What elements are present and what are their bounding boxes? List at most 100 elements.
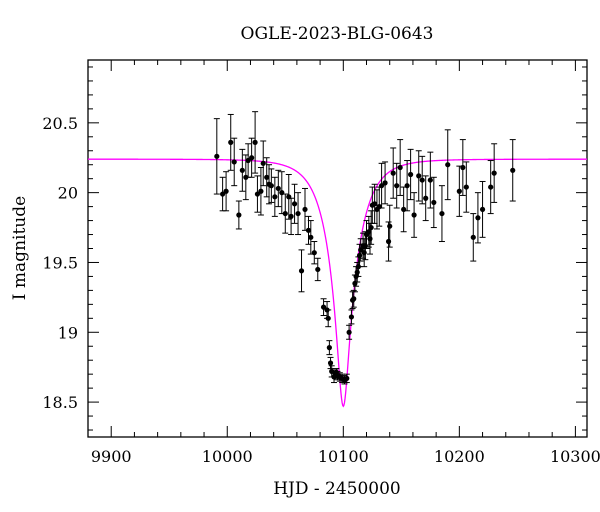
- data-marker: [220, 191, 226, 197]
- data-marker: [408, 171, 414, 178]
- data-marker: [327, 360, 334, 366]
- data-marker: [252, 139, 258, 145]
- data-point: [422, 175, 429, 222]
- data-point: [419, 155, 426, 205]
- data-marker: [368, 224, 374, 231]
- data-point: [479, 180, 486, 238]
- model-curve: [88, 158, 587, 408]
- data-marker: [291, 201, 298, 207]
- axis-tick-labels: 9900 10000 10100 10200 10300 18.5 19 19.5 20 20.5: [42, 114, 600, 466]
- data-point: [386, 204, 393, 248]
- y-tick-label: 19: [58, 323, 78, 342]
- y-tick-label: 19.5: [42, 253, 78, 272]
- data-point: [282, 193, 289, 234]
- data-point: [382, 161, 389, 205]
- data-marker: [456, 188, 462, 194]
- data-point: [390, 147, 397, 199]
- data-marker: [416, 173, 422, 179]
- data-point: [219, 176, 226, 212]
- data-marker: [236, 212, 242, 218]
- data-point: [266, 164, 273, 205]
- data-point: [213, 118, 220, 195]
- data-point: [298, 249, 305, 293]
- data-marker: [427, 177, 433, 183]
- data-point: [248, 137, 255, 178]
- data-marker: [404, 183, 410, 189]
- data-point: [368, 210, 375, 245]
- data-point: [456, 165, 463, 217]
- data-marker: [394, 183, 400, 189]
- data-marker: [346, 329, 352, 335]
- data-marker: [385, 238, 392, 245]
- data-marker: [245, 157, 251, 164]
- data-marker: [228, 139, 234, 145]
- data-point: [231, 137, 238, 187]
- data-marker: [214, 153, 220, 159]
- x-tick-label: 10200: [434, 447, 485, 466]
- y-tick-label: 20.5: [42, 114, 78, 133]
- data-points: [213, 111, 516, 385]
- data-point: [438, 185, 445, 243]
- data-marker: [491, 170, 497, 176]
- data-marker: [272, 194, 278, 200]
- data-marker: [315, 266, 321, 273]
- data-marker: [326, 345, 332, 351]
- data-marker: [275, 185, 281, 192]
- data-marker: [354, 269, 360, 275]
- data-point: [393, 162, 400, 209]
- data-point: [302, 187, 309, 231]
- x-tick-label: 10300: [550, 447, 600, 466]
- data-marker: [308, 234, 314, 240]
- chart-title: OGLE-2023-BLG-0643: [241, 24, 434, 44]
- x-tick-label: 9900: [91, 447, 132, 466]
- data-point: [314, 257, 321, 282]
- data-marker: [249, 155, 255, 161]
- data-marker: [302, 206, 308, 213]
- data-point: [252, 111, 259, 174]
- data-point: [348, 309, 355, 325]
- data-marker: [239, 167, 245, 173]
- data-marker: [351, 296, 357, 302]
- data-marker: [387, 223, 393, 229]
- data-point: [326, 340, 333, 356]
- data-marker: [470, 234, 476, 240]
- data-point: [346, 324, 353, 340]
- data-point: [235, 200, 242, 230]
- data-point: [415, 150, 422, 202]
- data-point: [487, 160, 494, 215]
- x-tick-label: 10100: [318, 447, 369, 466]
- x-tick-label: 10000: [202, 447, 253, 466]
- x-axis-label: HJD - 2450000: [273, 479, 401, 499]
- y-tick-label: 18.5: [42, 393, 78, 412]
- data-marker: [295, 210, 301, 217]
- data-marker: [260, 160, 266, 166]
- data-point: [343, 373, 350, 384]
- data-point: [491, 143, 498, 203]
- data-marker: [358, 247, 364, 253]
- data-marker: [356, 252, 363, 259]
- data-point: [227, 113, 234, 171]
- data-point: [260, 140, 267, 187]
- data-marker: [439, 210, 445, 217]
- data-marker: [445, 162, 451, 168]
- data-marker: [258, 188, 264, 194]
- data-marker: [411, 212, 417, 218]
- data-marker: [264, 174, 270, 180]
- data-marker: [231, 159, 237, 165]
- data-point: [459, 139, 466, 196]
- data-marker: [510, 167, 516, 173]
- data-marker: [254, 191, 261, 197]
- data-marker: [431, 199, 437, 206]
- data-marker: [423, 195, 429, 201]
- plot-frame: [87, 59, 588, 438]
- data-marker: [298, 268, 305, 274]
- axis-ticks: [87, 60, 587, 437]
- data-point: [474, 192, 481, 244]
- data-point: [427, 151, 434, 209]
- data-point: [400, 186, 407, 233]
- data-marker: [460, 164, 466, 171]
- data-point: [254, 175, 261, 213]
- data-point: [268, 168, 275, 203]
- data-point: [397, 139, 404, 196]
- data-marker: [367, 236, 373, 242]
